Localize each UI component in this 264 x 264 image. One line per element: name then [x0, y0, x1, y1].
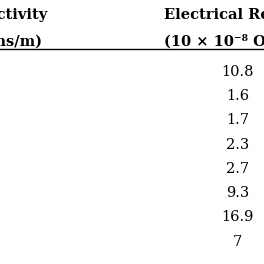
Text: Electrical Resist: Electrical Resist	[164, 8, 264, 22]
Text: (10 × 10⁻⁸ Ohm: (10 × 10⁻⁸ Ohm	[164, 34, 264, 49]
Text: 1.6: 1.6	[226, 89, 249, 103]
Text: 9.3: 9.3	[226, 186, 249, 200]
Text: uctivity: uctivity	[0, 8, 48, 22]
Text: 7: 7	[233, 235, 242, 249]
Text: 16.9: 16.9	[221, 210, 254, 224]
Text: ens/m): ens/m)	[0, 34, 43, 48]
Text: 2.3: 2.3	[226, 138, 249, 152]
Text: 2.7: 2.7	[226, 162, 249, 176]
Text: 10.8: 10.8	[221, 65, 254, 79]
Text: 1.7: 1.7	[226, 113, 249, 127]
